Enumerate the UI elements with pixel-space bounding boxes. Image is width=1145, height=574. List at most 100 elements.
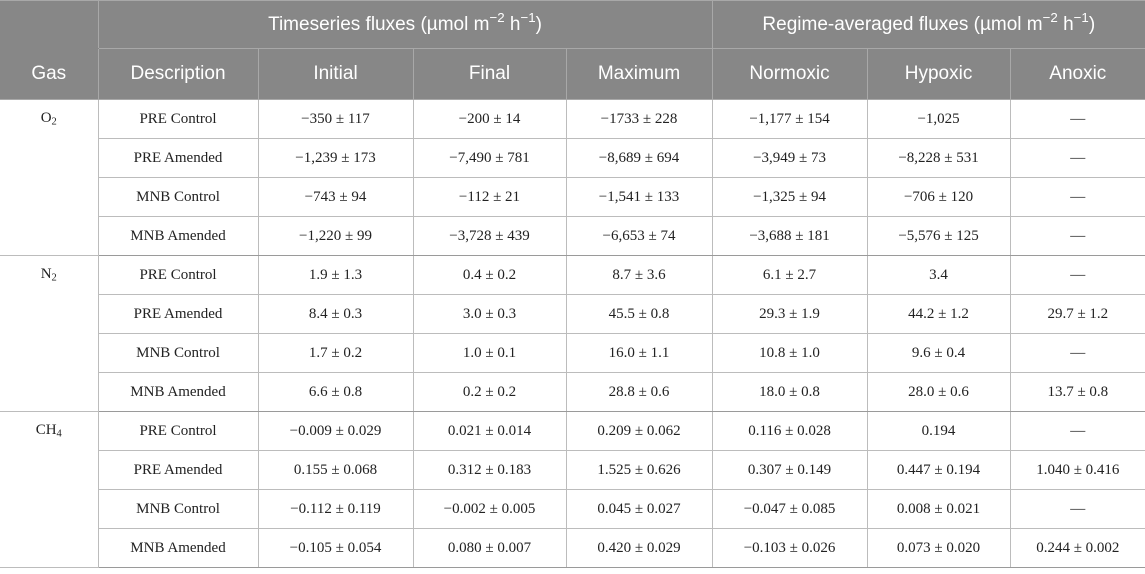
cell-maximum: −1,541 ± 133: [565, 177, 713, 217]
cell-maximum: 16.0 ± 1.1: [565, 333, 713, 373]
cell-normoxic: −1,177 ± 154: [711, 99, 868, 139]
cell-final: −7,490 ± 781: [412, 138, 567, 178]
cell-initial: 6.6 ± 0.8: [257, 372, 414, 412]
table-row: MNB Amended −1,220 ± 99 −3,728 ± 439 −6,653…: [0, 216, 1145, 256]
cell-maximum: 45.5 ± 0.8: [565, 294, 713, 334]
table-row: PRE Amended 8.4 ± 0.3 3.0 ± 0.3 45.5 ± 0.8 2…: [0, 294, 1145, 334]
cell-description: MNB Amended: [97, 216, 259, 256]
cell-normoxic: 29.3 ± 1.9: [711, 294, 868, 334]
cell-initial: −350 ± 117: [257, 99, 414, 139]
table-row: MNB Control 1.7 ± 0.2 1.0 ± 0.1 16.0 ± 1.1 1…: [0, 333, 1145, 373]
gas-label: N2: [0, 255, 99, 412]
cell-initial: 1.9 ± 1.3: [257, 255, 414, 295]
table-body: O2 PRE Control −350 ± 117 −200 ± 14 −1733 ± …: [0, 99, 1145, 568]
cell-final: −3,728 ± 439: [412, 216, 567, 256]
cell-final: 3.0 ± 0.3: [412, 294, 567, 334]
cell-maximum: 0.045 ± 0.027: [565, 489, 713, 529]
cell-hypoxic: −5,576 ± 125: [866, 216, 1011, 256]
table-row: CH4 PRE Control −0.009 ± 0.029 0.021 ± 0.01…: [0, 411, 1145, 568]
cell-normoxic: −3,949 ± 73: [711, 138, 868, 178]
cell-initial: −743 ± 94: [257, 177, 414, 217]
cell-hypoxic: 0.073 ± 0.020: [866, 528, 1011, 568]
table-row: O2 PRE Control −350 ± 117 −200 ± 14 −1733 ± …: [0, 99, 1145, 256]
table-row: MNB Control −743 ± 94 −112 ± 21 −1,541 ± 13…: [0, 177, 1145, 217]
column-header-hypoxic: Hypoxic: [866, 48, 1011, 100]
cell-final: 1.0 ± 0.1: [412, 333, 567, 373]
cell-maximum: −8,689 ± 694: [565, 138, 713, 178]
gas-label: O2: [0, 99, 99, 256]
cell-anoxic: —: [1009, 333, 1145, 373]
cell-maximum: −6,653 ± 74: [565, 216, 713, 256]
cell-description: PRE Control: [97, 255, 259, 295]
cell-description: MNB Amended: [97, 528, 259, 568]
cell-hypoxic: −706 ± 120: [866, 177, 1011, 217]
cell-normoxic: −3,688 ± 181: [711, 216, 868, 256]
cell-maximum: 8.7 ± 3.6: [565, 255, 713, 295]
cell-description: PRE Amended: [97, 294, 259, 334]
cell-normoxic: −1,325 ± 94: [711, 177, 868, 217]
cell-initial: −0.105 ± 0.054: [257, 528, 414, 568]
cell-initial: −1,239 ± 173: [257, 138, 414, 178]
cell-description: PRE Control: [97, 411, 259, 451]
cell-initial: −1,220 ± 99: [257, 216, 414, 256]
cell-anoxic: 0.244 ± 0.002: [1009, 528, 1145, 568]
cell-maximum: 28.8 ± 0.6: [565, 372, 713, 412]
cell-description: PRE Control: [97, 99, 259, 139]
column-header-final: Final: [412, 48, 567, 100]
cell-maximum: 0.209 ± 0.062: [565, 411, 713, 451]
cell-description: MNB Control: [97, 489, 259, 529]
cell-hypoxic: 0.008 ± 0.021: [866, 489, 1011, 529]
cell-maximum: −1733 ± 228: [565, 99, 713, 139]
cell-normoxic: −0.103 ± 0.026: [711, 528, 868, 568]
table-row: PRE Amended 0.155 ± 0.068 0.312 ± 0.183 1.5…: [0, 450, 1145, 490]
cell-hypoxic: 3.4: [866, 255, 1011, 295]
cell-initial: −0.009 ± 0.029: [257, 411, 414, 451]
cell-normoxic: 0.116 ± 0.028: [711, 411, 868, 451]
table-row: PRE Amended −1,239 ± 173 −7,490 ± 781 −8,68…: [0, 138, 1145, 178]
cell-anoxic: —: [1009, 99, 1145, 139]
cell-hypoxic: 0.194: [866, 411, 1011, 451]
cell-anoxic: 29.7 ± 1.2: [1009, 294, 1145, 334]
cell-final: −200 ± 14: [412, 99, 567, 139]
cell-hypoxic: 9.6 ± 0.4: [866, 333, 1011, 373]
cell-maximum: 0.420 ± 0.029: [565, 528, 713, 568]
cell-final: 0.2 ± 0.2: [412, 372, 567, 412]
cell-final: 0.312 ± 0.183: [412, 450, 567, 490]
cell-initial: 1.7 ± 0.2: [257, 333, 414, 373]
column-header-maximum: Maximum: [565, 48, 713, 100]
cell-anoxic: —: [1009, 411, 1145, 451]
cell-initial: 0.155 ± 0.068: [257, 450, 414, 490]
cell-anoxic: —: [1009, 255, 1145, 295]
cell-hypoxic: 28.0 ± 0.6: [866, 372, 1011, 412]
cell-maximum: 1.525 ± 0.626: [565, 450, 713, 490]
cell-anoxic: 13.7 ± 0.8: [1009, 372, 1145, 412]
column-header-gas: Gas: [0, 48, 99, 100]
cell-anoxic: —: [1009, 216, 1145, 256]
column-header-anoxic: Anoxic: [1009, 48, 1145, 100]
cell-hypoxic: 0.447 ± 0.194: [866, 450, 1011, 490]
header-group-timeseries: Timeseries fluxes (µmol m−2 h−1): [97, 0, 713, 49]
column-header-normoxic: Normoxic: [711, 48, 868, 100]
cell-anoxic: —: [1009, 177, 1145, 217]
cell-anoxic: —: [1009, 138, 1145, 178]
column-header-description: Description: [97, 48, 259, 100]
table-row: MNB Control −0.112 ± 0.119 −0.002 ± 0.005 0…: [0, 489, 1145, 529]
cell-description: MNB Control: [97, 177, 259, 217]
header-group-regime: Regime-averaged fluxes (µmol m−2 h−1): [711, 0, 1145, 49]
cell-final: −0.002 ± 0.005: [412, 489, 567, 529]
header-corner: [0, 0, 99, 49]
cell-hypoxic: −8,228 ± 531: [866, 138, 1011, 178]
table-row: MNB Amended 6.6 ± 0.8 0.2 ± 0.2 28.8 ± 0.6 1…: [0, 372, 1145, 412]
cell-description: MNB Amended: [97, 372, 259, 412]
cell-final: 0.021 ± 0.014: [412, 411, 567, 451]
column-header-initial: Initial: [257, 48, 414, 100]
gas-label: CH4: [0, 411, 99, 568]
cell-hypoxic: 44.2 ± 1.2: [866, 294, 1011, 334]
cell-initial: −0.112 ± 0.119: [257, 489, 414, 529]
cell-initial: 8.4 ± 0.3: [257, 294, 414, 334]
cell-normoxic: 18.0 ± 0.8: [711, 372, 868, 412]
table-row: MNB Amended −0.105 ± 0.054 0.080 ± 0.007 0.…: [0, 528, 1145, 568]
cell-final: 0.4 ± 0.2: [412, 255, 567, 295]
cell-normoxic: −0.047 ± 0.085: [711, 489, 868, 529]
